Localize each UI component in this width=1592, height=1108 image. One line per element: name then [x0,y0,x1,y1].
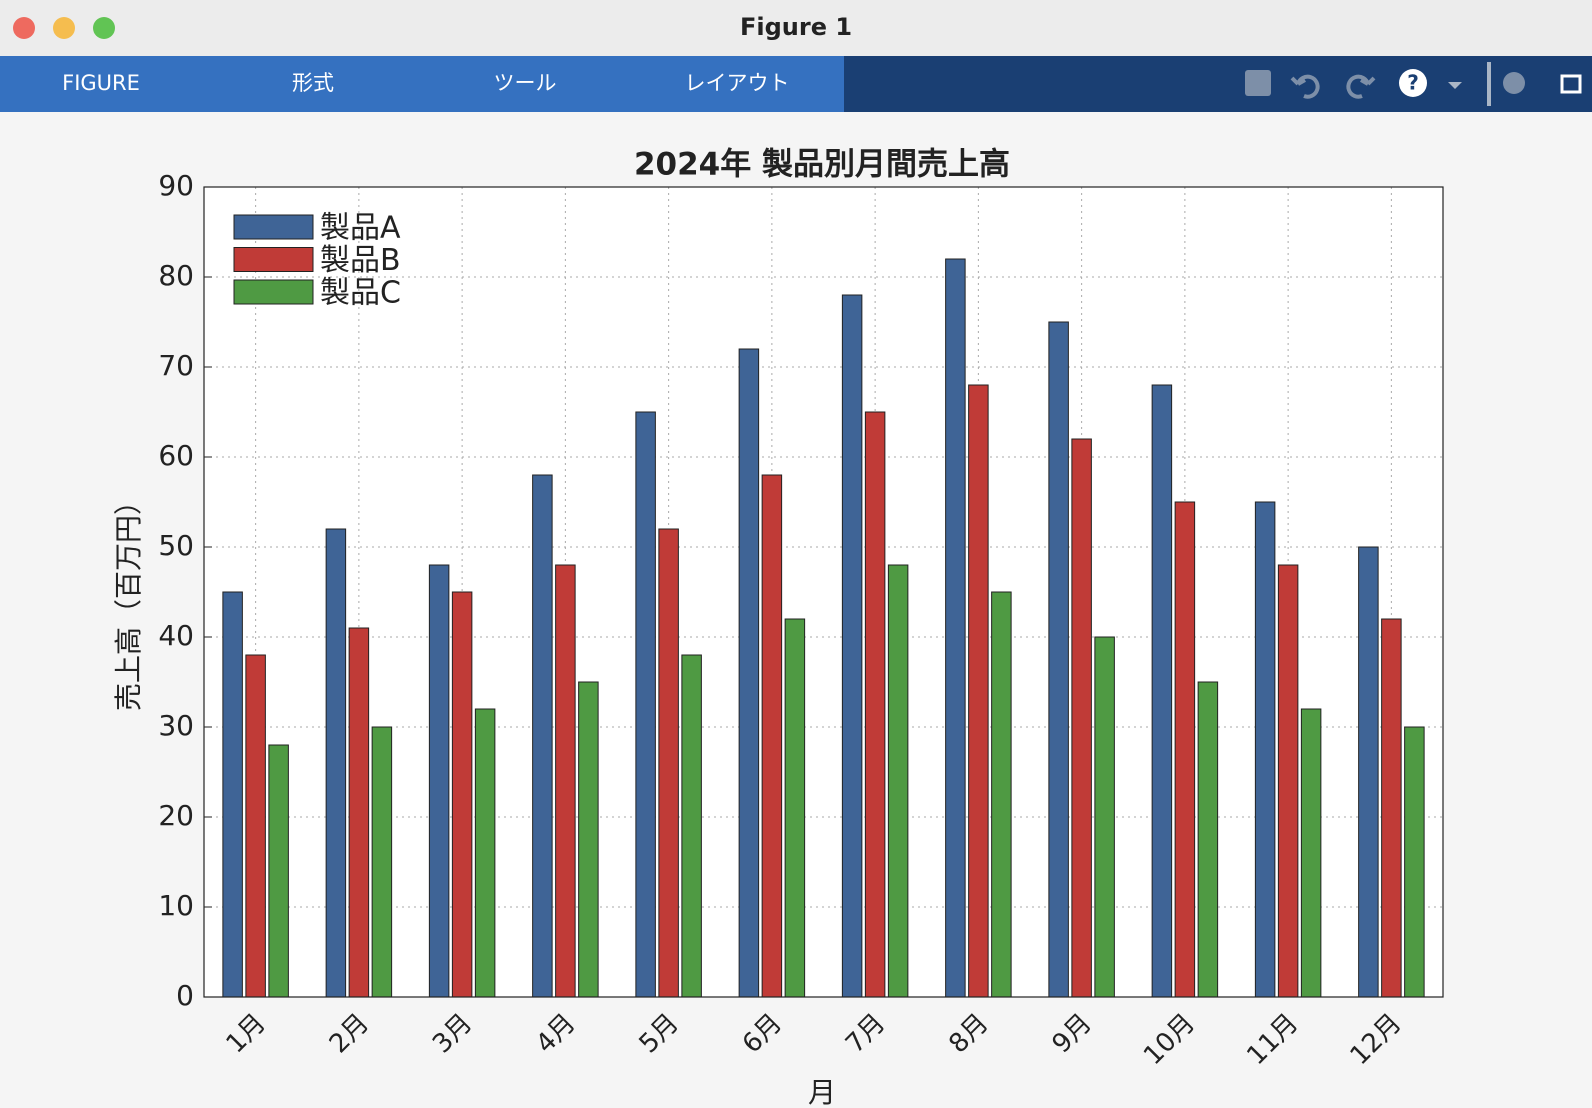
y-tick-label: 30 [158,709,194,742]
undock-icon[interactable] [1560,74,1582,94]
bar [681,654,702,998]
legend-label: 製品A [320,211,401,246]
y-tick-label: 20 [158,799,194,832]
legend-swatch [233,214,314,240]
bar [451,591,473,998]
legend-swatch [233,247,314,272]
window-title: Figure 1 [740,13,852,41]
bar [784,618,806,998]
bar [945,258,966,998]
bar [658,528,679,998]
bar [245,654,266,998]
bar [635,411,656,998]
separator [1487,62,1491,106]
tab[interactable]: ツール [494,71,557,95]
toolbar-icons: ? [1245,62,1582,106]
bar [1174,501,1196,998]
minimize-button[interactable] [53,17,75,39]
bar [1381,618,1402,998]
help-icon[interactable] [1399,69,1427,97]
y-tick-label: 50 [158,529,194,562]
bar [1094,636,1115,998]
tab[interactable]: FIGURE [62,71,140,95]
help-glyph: ? [1407,71,1419,95]
bar [887,564,909,998]
bar [968,384,989,998]
y-tick-label: 60 [158,439,194,472]
bar [991,591,1012,998]
bar [222,591,243,998]
bar [474,708,496,998]
y-tick-label: 40 [158,619,194,652]
bar [348,627,370,998]
bar [325,528,347,998]
y-axis-label: 売上高（百万円） [112,487,145,711]
dropdown-icon[interactable] [1448,82,1462,89]
undo-icon[interactable] [1290,74,1320,99]
redo-icon[interactable] [1346,74,1376,99]
bar [578,681,599,998]
bar [738,348,760,998]
bar [428,564,450,998]
toolstrip [844,56,1592,112]
collapse-icon[interactable] [1503,72,1525,94]
tab-strip [0,56,844,112]
title-bar [0,0,1592,56]
bar [268,744,289,998]
tab[interactable]: レイアウト [685,71,790,95]
bar [1254,501,1276,998]
bar [1048,321,1069,998]
bar [1277,564,1299,998]
bar [371,726,393,998]
close-button[interactable] [13,17,35,39]
legend-swatch [233,279,314,305]
legend-label: 製品C [320,276,401,311]
bar [1197,681,1219,998]
bar [1071,438,1092,998]
y-tick-label: 70 [158,349,194,382]
bar [1358,546,1379,998]
y-tick-label: 80 [158,259,194,292]
chart-title: 2024年 製品別月間売上高 [634,147,1010,183]
bar [1404,726,1425,998]
bar [1151,384,1173,998]
bar [761,474,783,998]
bar [841,294,863,998]
tab[interactable]: 形式 [292,71,334,95]
legend-label: 製品B [320,243,401,278]
bar [864,411,886,998]
plot-area [204,187,1443,997]
zoom-button[interactable] [93,17,115,39]
y-tick-label: 10 [158,889,194,922]
x-axis-label: 月 [808,1076,836,1108]
bar [532,474,553,998]
bar [1300,708,1322,998]
bar [555,564,576,998]
axes-frame [203,186,1444,998]
y-tick-label: 0 [176,979,194,1012]
y-tick-label: 90 [158,169,194,202]
save-icon[interactable] [1245,70,1271,96]
